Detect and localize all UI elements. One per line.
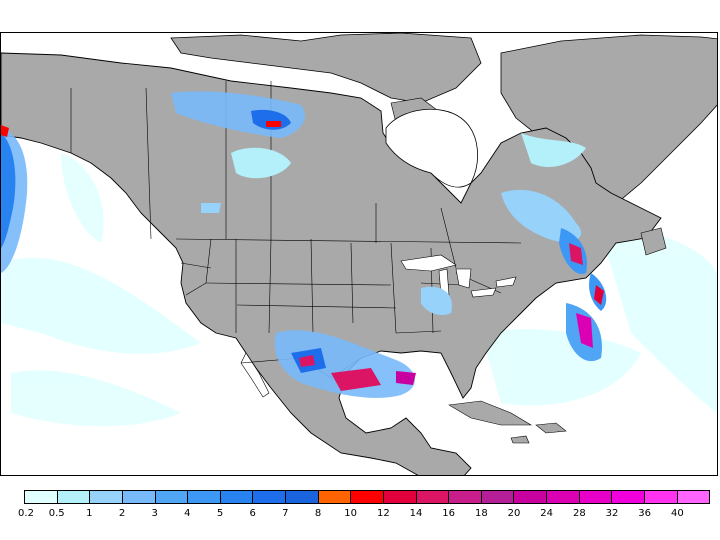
legend-swatch [612,491,645,503]
legend-label: 16 [442,508,456,519]
legend-swatch [318,491,352,503]
hudson-bay [385,108,478,188]
legend-swatch [383,491,417,503]
legend-label: 1 [86,508,93,519]
legend-swatch [351,491,384,503]
north-america-land [1,52,662,475]
greenland [500,34,717,209]
legend-label: 0.5 [48,508,65,519]
great-lakes [400,254,517,298]
legend-swatch [481,491,515,503]
legend-label: 6 [249,508,256,519]
legend-swatch [188,491,221,503]
legend-swatch [253,491,286,503]
legend-label: 0.2 [18,508,34,519]
legend-swatch [25,491,58,503]
legend-swatch [416,491,450,503]
map-canvas [1,33,717,475]
legend-label: 3 [151,508,158,519]
legend-label: 5 [216,508,224,519]
legend-label: 20 [507,508,521,519]
legend-swatch [514,491,547,503]
legend-swatch [449,491,482,503]
legend-swatch [122,491,156,503]
legend-label: 24 [540,508,554,519]
legend-swatch [90,491,123,503]
legend-label: 28 [572,508,586,519]
ocean-precip-layer [1,153,717,427]
legend-swatch [57,491,91,503]
legend-label: 8 [314,508,322,519]
legend-labels: 0.2 0.5 1 2 3 4 5 6 7 8 10 12 14 16 18 20 24 28 32 36 40 [0,508,720,524]
legend-label: 40 [670,508,684,519]
color-legend [24,490,710,504]
legend-label: 12 [376,508,390,519]
legend-swatch [286,491,319,503]
legend-label: 36 [638,508,652,519]
precip-layer [1,91,607,398]
legend-swatch [155,491,189,503]
legend-label: 32 [605,508,619,519]
legend-swatch [547,491,580,503]
legend-label: 7 [282,508,289,519]
legend-label: 14 [409,508,423,519]
precipitation-map [0,32,718,476]
cuba [448,400,533,426]
legend-swatch [644,491,678,503]
legend-label: 10 [344,508,358,519]
legend-label: 18 [474,508,488,519]
legend-label: 4 [184,508,191,519]
legend-swatch [677,491,710,503]
legend-swatch [579,491,613,503]
legend-label: 2 [118,508,126,519]
legend-swatch [220,491,254,503]
